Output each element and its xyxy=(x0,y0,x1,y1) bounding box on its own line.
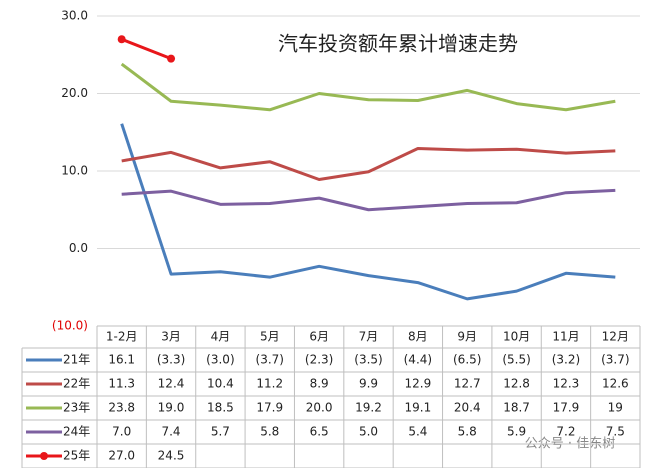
table-cell: (2.3) xyxy=(305,353,333,367)
table-cell: (4.4) xyxy=(404,353,432,367)
table-cell: 23.8 xyxy=(108,401,135,415)
x-tick-label: 9月 xyxy=(457,330,477,344)
table-cell: 10.4 xyxy=(207,377,234,391)
legend-label: 22年 xyxy=(63,377,90,391)
table-cell: 24.5 xyxy=(158,449,185,463)
x-tick-label: 8月 xyxy=(408,330,428,344)
legend-label: 24年 xyxy=(63,425,90,439)
y-tick-label: 20.0 xyxy=(61,86,88,100)
table-cell: 12.7 xyxy=(454,377,481,391)
table-cell: 19.0 xyxy=(158,401,185,415)
table-cell: 12.4 xyxy=(158,377,185,391)
legend-label: 25年 xyxy=(63,449,90,463)
table-cell: 8.9 xyxy=(310,377,329,391)
x-tick-label: 7月 xyxy=(359,330,379,344)
table-cell: 9.9 xyxy=(359,377,378,391)
table-cell: 11.2 xyxy=(256,377,283,391)
x-tick-label: 1-2月 xyxy=(106,330,138,344)
table-cell: 16.1 xyxy=(108,353,135,367)
table-cell: (3.2) xyxy=(552,353,580,367)
table-cell: 20.4 xyxy=(454,401,481,415)
legend-marker xyxy=(40,452,48,460)
chart-title: 汽车投资额年累计增速走势 xyxy=(278,32,518,56)
table-cell: 5.7 xyxy=(211,425,230,439)
series-marker xyxy=(117,35,126,44)
x-tick-label: 12月 xyxy=(602,330,629,344)
table-cell: (3.7) xyxy=(256,353,284,367)
x-tick-label: 4月 xyxy=(211,330,231,344)
series-line xyxy=(120,62,616,112)
table-cell: 18.5 xyxy=(207,401,234,415)
y-tick-label: 10.0 xyxy=(61,164,88,178)
table-cell: 17.9 xyxy=(553,401,580,415)
x-tick-label: 11月 xyxy=(552,330,579,344)
table-cell: 12.9 xyxy=(405,377,432,391)
y-tick-label: (10.0) xyxy=(52,319,88,333)
table-cell: 5.9 xyxy=(507,425,526,439)
table-cell: 19.2 xyxy=(355,401,382,415)
table-cell: 19.1 xyxy=(405,401,432,415)
series-line xyxy=(120,123,616,301)
table-cell: 12.6 xyxy=(602,377,629,391)
legend-label: 23年 xyxy=(63,401,90,415)
table-cell: 7.0 xyxy=(112,425,131,439)
table-cell: 7.4 xyxy=(161,425,180,439)
x-tick-label: 5月 xyxy=(260,330,280,344)
table-cell: 5.0 xyxy=(359,425,378,439)
table-cell: 12.8 xyxy=(503,377,530,391)
y-tick-label: 0.0 xyxy=(69,241,88,255)
table-cell: (6.5) xyxy=(453,353,481,367)
table-cell: 5.8 xyxy=(458,425,477,439)
table-cell: (3.0) xyxy=(206,353,234,367)
table-cell: 27.0 xyxy=(108,449,135,463)
series-marker xyxy=(167,54,176,63)
x-tick-label: 10月 xyxy=(503,330,530,344)
table-cell: (3.7) xyxy=(601,353,629,367)
table-cell: 7.5 xyxy=(606,425,625,439)
series-line xyxy=(121,147,616,182)
table-cell: 5.4 xyxy=(408,425,427,439)
table-cell: (3.5) xyxy=(354,353,382,367)
table-cell: 17.9 xyxy=(256,401,283,415)
table-cell: 5.8 xyxy=(260,425,279,439)
table-cell: (3.3) xyxy=(157,353,185,367)
table-cell: 12.3 xyxy=(553,377,580,391)
table-cell: (5.5) xyxy=(502,353,530,367)
legend-label: 21年 xyxy=(63,353,90,367)
table-cell: 19 xyxy=(608,401,623,415)
table-cell: 6.5 xyxy=(310,425,329,439)
y-tick-label: 30.0 xyxy=(61,9,88,23)
series-line xyxy=(121,188,616,212)
table-cell: 20.0 xyxy=(306,401,333,415)
table-cell: 18.7 xyxy=(503,401,530,415)
x-tick-label: 6月 xyxy=(309,330,329,344)
x-tick-label: 3月 xyxy=(161,330,181,344)
series-line xyxy=(121,37,172,61)
table-cell: 7.2 xyxy=(556,425,575,439)
table-cell: 11.3 xyxy=(108,377,135,391)
